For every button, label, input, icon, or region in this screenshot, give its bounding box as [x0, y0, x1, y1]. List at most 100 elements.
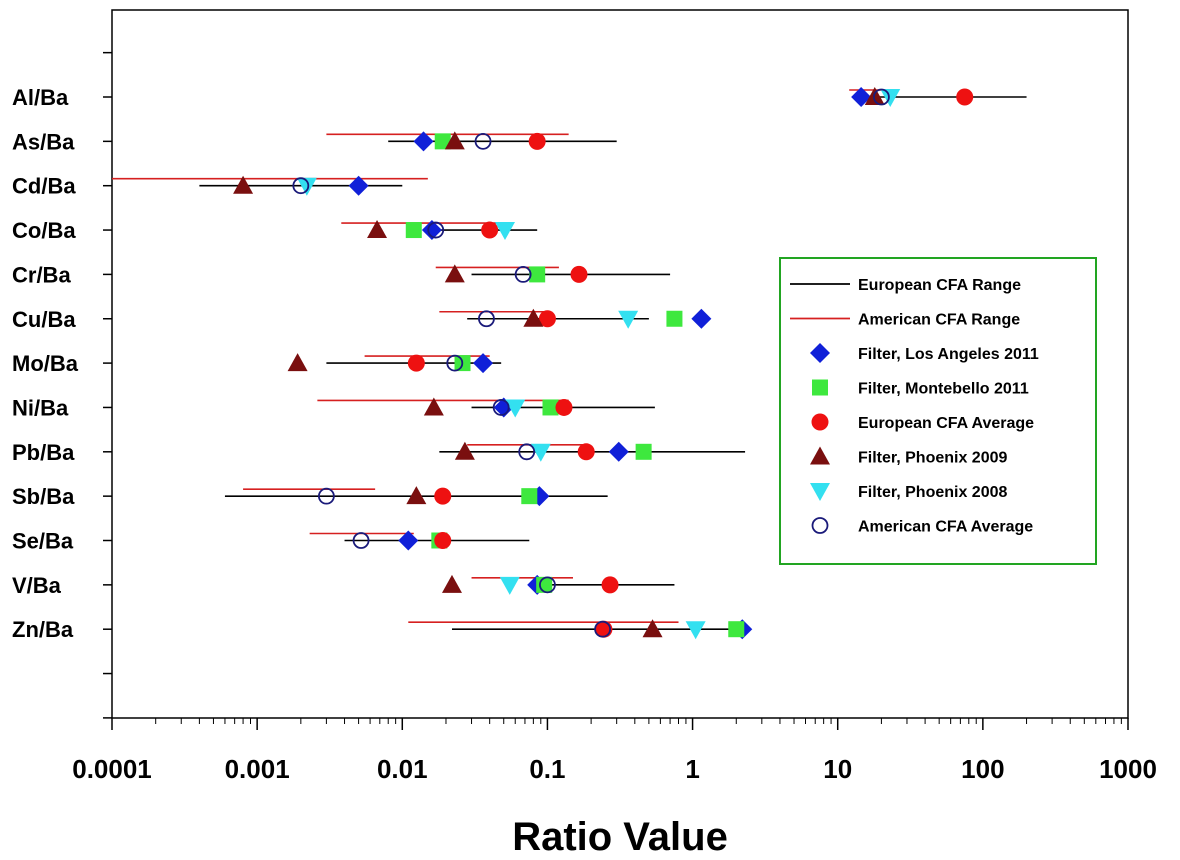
data-point — [494, 222, 515, 241]
data-point — [348, 175, 369, 196]
data-point — [478, 310, 495, 328]
x-tick-label: 0.001 — [225, 754, 290, 784]
legend-swatch — [811, 413, 829, 431]
data-point — [405, 222, 422, 239]
data-markers — [233, 87, 974, 640]
legend-swatch — [812, 379, 828, 396]
data-point — [666, 310, 683, 327]
data-point — [292, 177, 310, 195]
legend-label: American CFA Average — [858, 519, 1033, 536]
data-point — [530, 443, 551, 462]
x-tick-label: 1000 — [1099, 754, 1157, 784]
legend-label: European CFA Range — [858, 277, 1021, 294]
x-tick-label: 0.01 — [377, 754, 428, 784]
data-point — [529, 266, 546, 283]
data-point — [287, 353, 308, 372]
legend-swatch — [810, 483, 830, 501]
data-point — [691, 308, 712, 329]
category-label: Cd/Ba — [12, 174, 76, 199]
data-point — [474, 132, 492, 150]
legend-label: European CFA Average — [858, 415, 1034, 432]
category-label: Al/Ba — [12, 85, 69, 110]
data-point — [421, 220, 442, 241]
legend-label: Filter, Montebello 2011 — [858, 381, 1029, 398]
category-ticks — [103, 51, 112, 719]
data-point — [499, 576, 520, 595]
x-axis-title: Ratio Value — [512, 815, 728, 859]
data-point — [642, 619, 663, 638]
x-axis-ticks — [111, 718, 1129, 730]
data-point — [441, 574, 462, 593]
data-point — [406, 486, 427, 505]
legend-label: Filter, Phoenix 2008 — [858, 484, 1008, 501]
data-point — [728, 621, 745, 638]
data-point — [594, 620, 612, 638]
data-point — [367, 220, 388, 239]
data-point — [317, 487, 335, 505]
data-point — [956, 88, 974, 106]
data-point — [851, 87, 872, 107]
legend-swatch — [810, 446, 830, 465]
data-point — [685, 621, 706, 640]
data-point — [423, 397, 444, 416]
category-label: Ni/Ba — [12, 395, 69, 420]
data-point — [481, 221, 499, 239]
category-label: Mo/Ba — [12, 351, 79, 376]
legend-label: Filter, Phoenix 2009 — [858, 450, 1008, 467]
data-point — [528, 132, 546, 150]
data-point — [514, 265, 532, 283]
category-label: Sb/Ba — [12, 484, 75, 509]
data-point — [618, 310, 639, 329]
category-label: Se/Ba — [12, 529, 74, 554]
category-label: Cr/Ba — [12, 262, 71, 287]
category-label: V/Ba — [12, 573, 62, 598]
data-point — [536, 576, 553, 593]
data-point — [233, 175, 254, 194]
data-point — [444, 264, 465, 283]
category-label: Cu/Ba — [12, 307, 76, 332]
data-point — [873, 88, 890, 106]
data-point — [880, 89, 901, 107]
data-point — [446, 354, 464, 372]
data-point — [398, 530, 419, 551]
legend-swatch — [811, 517, 829, 534]
data-point — [542, 399, 559, 416]
data-point — [518, 443, 536, 461]
x-tick-label: 10 — [823, 754, 852, 784]
x-tick-label: 0.1 — [529, 754, 565, 784]
category-label: Co/Ba — [12, 218, 76, 243]
legend-label: American CFA Range — [858, 312, 1020, 329]
data-point — [523, 308, 544, 327]
data-point — [407, 354, 425, 372]
data-point — [492, 399, 510, 416]
category-label: Pb/Ba — [12, 440, 75, 465]
data-point — [473, 353, 494, 374]
category-label: As/Ba — [12, 129, 75, 154]
data-point — [505, 399, 526, 418]
legend-box — [779, 257, 1097, 565]
data-point — [538, 310, 556, 328]
data-point — [521, 488, 538, 505]
data-point — [555, 398, 573, 416]
data-point — [434, 532, 452, 549]
data-point — [601, 576, 619, 594]
x-tick-label: 1 — [685, 754, 699, 784]
data-point — [444, 131, 465, 150]
plot-frame — [111, 9, 1129, 719]
data-point — [434, 487, 452, 505]
legend-swatch — [810, 343, 830, 363]
data-point — [352, 532, 370, 549]
data-point — [570, 265, 588, 283]
x-tick-label: 0.0001 — [72, 754, 152, 784]
data-point — [608, 441, 629, 462]
data-point — [539, 576, 556, 594]
data-point — [454, 441, 475, 460]
legend-label: Filter, Los Angeles 2011 — [858, 346, 1039, 363]
data-point — [427, 221, 445, 239]
category-label: Zn/Ba — [12, 617, 74, 642]
legend: European CFA Range American CFA Range Filt… — [779, 257, 1097, 565]
category-labels: Al/Ba As/Ba Cd/Ba Co/Ba Cr/Ba Cu/Ba Mo/Ba Ni/Ba… — [12, 85, 79, 642]
x-tick-label: 100 — [961, 754, 1004, 784]
data-point — [413, 131, 434, 152]
